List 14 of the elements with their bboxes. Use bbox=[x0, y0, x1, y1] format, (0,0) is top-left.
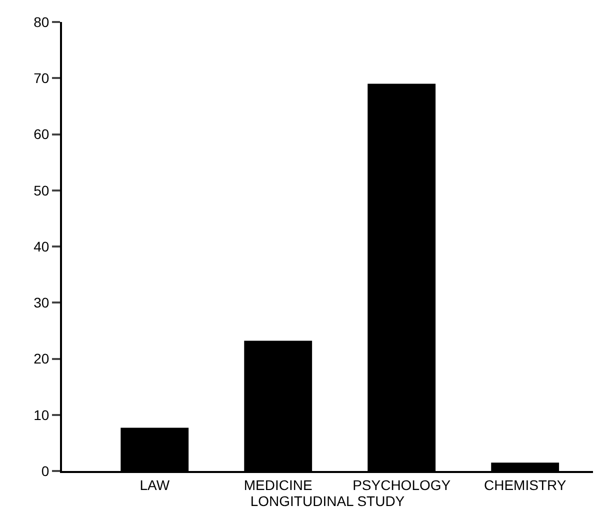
x-tick-label: MEDICINE bbox=[244, 476, 312, 493]
y-tick-label: 20 bbox=[34, 350, 50, 367]
y-tick-label: 60 bbox=[34, 126, 50, 142]
y-tick-label: 10 bbox=[34, 406, 50, 423]
y-tick-label: 50 bbox=[34, 182, 50, 198]
y-tick-label: 0 bbox=[41, 462, 50, 479]
y-tick-label: 70 bbox=[34, 70, 50, 86]
x-tick-label: LAW bbox=[140, 476, 170, 493]
x-tick-label: CHEMISTRY bbox=[484, 476, 567, 493]
y-tick-label: 80 bbox=[34, 14, 50, 30]
x-axis-title: LONGITUDINAL STUDY bbox=[250, 492, 406, 509]
y-tick-label: 40 bbox=[34, 238, 50, 254]
x-tick-label: PSYCHOLOGY bbox=[352, 476, 452, 493]
y-tick-label: 30 bbox=[34, 294, 50, 311]
